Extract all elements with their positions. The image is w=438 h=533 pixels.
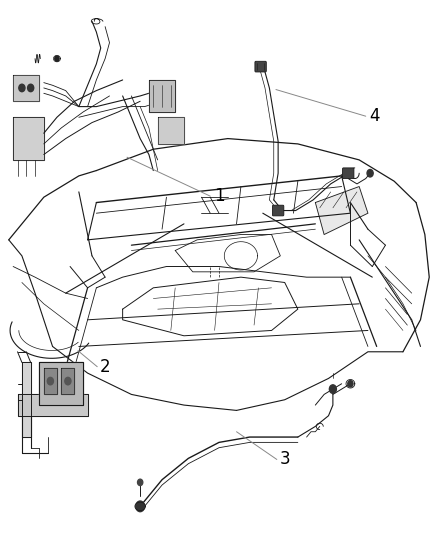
Text: 4: 4 (369, 107, 379, 125)
Polygon shape (61, 368, 74, 394)
FancyBboxPatch shape (343, 168, 354, 179)
FancyBboxPatch shape (255, 61, 266, 72)
Circle shape (367, 169, 373, 177)
FancyBboxPatch shape (272, 205, 284, 216)
Text: 2: 2 (100, 358, 110, 376)
Circle shape (329, 385, 336, 393)
Text: 1: 1 (214, 187, 224, 205)
Circle shape (136, 501, 145, 512)
Polygon shape (158, 117, 184, 144)
Text: 3: 3 (279, 450, 290, 469)
Circle shape (65, 377, 71, 385)
Polygon shape (22, 362, 31, 437)
Polygon shape (13, 75, 39, 101)
Polygon shape (39, 362, 83, 405)
Polygon shape (315, 187, 368, 235)
Circle shape (138, 479, 143, 486)
Circle shape (28, 84, 34, 92)
Circle shape (47, 377, 53, 385)
Circle shape (348, 381, 353, 387)
Polygon shape (18, 394, 88, 416)
Polygon shape (13, 117, 44, 160)
Circle shape (55, 56, 59, 61)
Polygon shape (149, 80, 175, 112)
Polygon shape (44, 368, 57, 394)
Circle shape (19, 84, 25, 92)
